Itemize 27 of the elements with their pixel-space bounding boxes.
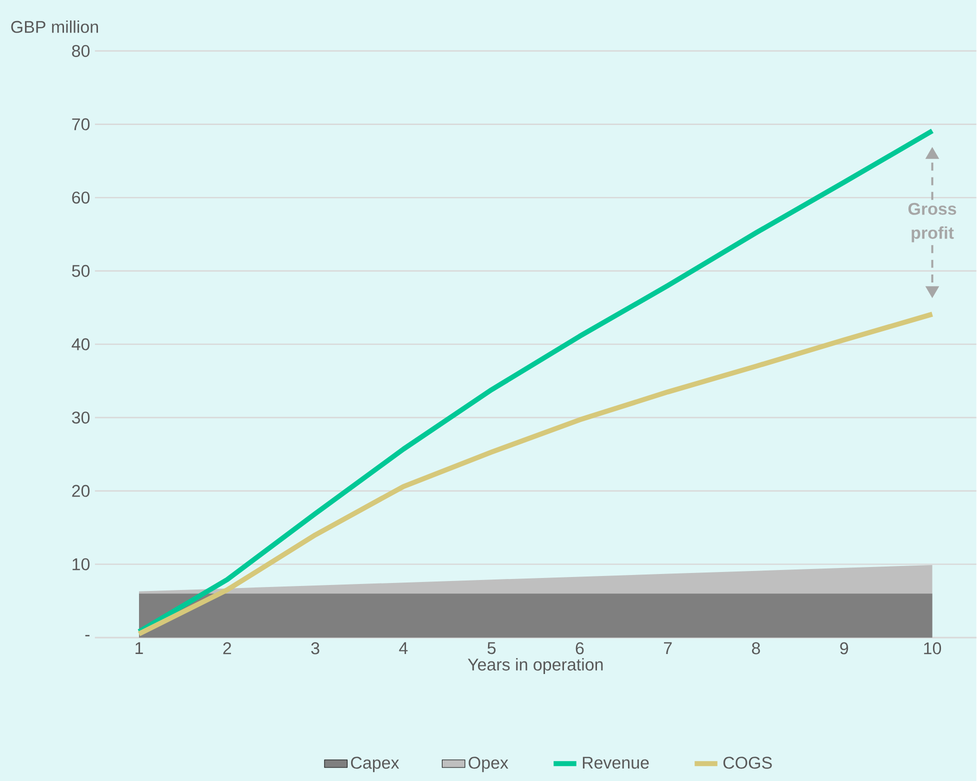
y-tick-label: 20 (72, 484, 90, 497)
x-tick-label: 10 (924, 642, 942, 654)
x-tick-label: 5 (488, 642, 496, 654)
x-tick-label: 9 (840, 642, 848, 654)
x-axis-title: Years in operation (468, 658, 603, 674)
y-tick-label: 30 (72, 411, 90, 424)
y-tick-label: 40 (72, 338, 90, 350)
annotation: Gross profit (908, 202, 956, 242)
y-axis-title: GBP million (11, 20, 98, 33)
legend-label: Opex (468, 756, 508, 772)
x-tick-label: 2 (223, 642, 232, 654)
y-tick-label: 10 (72, 558, 90, 570)
x-tick-label: 3 (311, 642, 320, 654)
y-tick-label: 60 (72, 191, 90, 204)
y-tick-label: - (85, 634, 90, 636)
y-tick-label: 70 (72, 118, 90, 130)
y-tick-label: 80 (72, 44, 90, 57)
x-tick-label: 1 (136, 642, 143, 654)
x-tick-label: 6 (576, 642, 584, 654)
x-tick-label: 8 (752, 642, 760, 654)
legend-label: Capex (351, 756, 400, 772)
x-tick-label: 7 (664, 642, 672, 654)
y-tick-label: 50 (72, 264, 90, 277)
x-tick-label: 4 (399, 642, 408, 654)
line-series (136, 311, 935, 636)
legend-label: COGS (723, 756, 772, 769)
legend-label: Revenue (582, 756, 649, 768)
